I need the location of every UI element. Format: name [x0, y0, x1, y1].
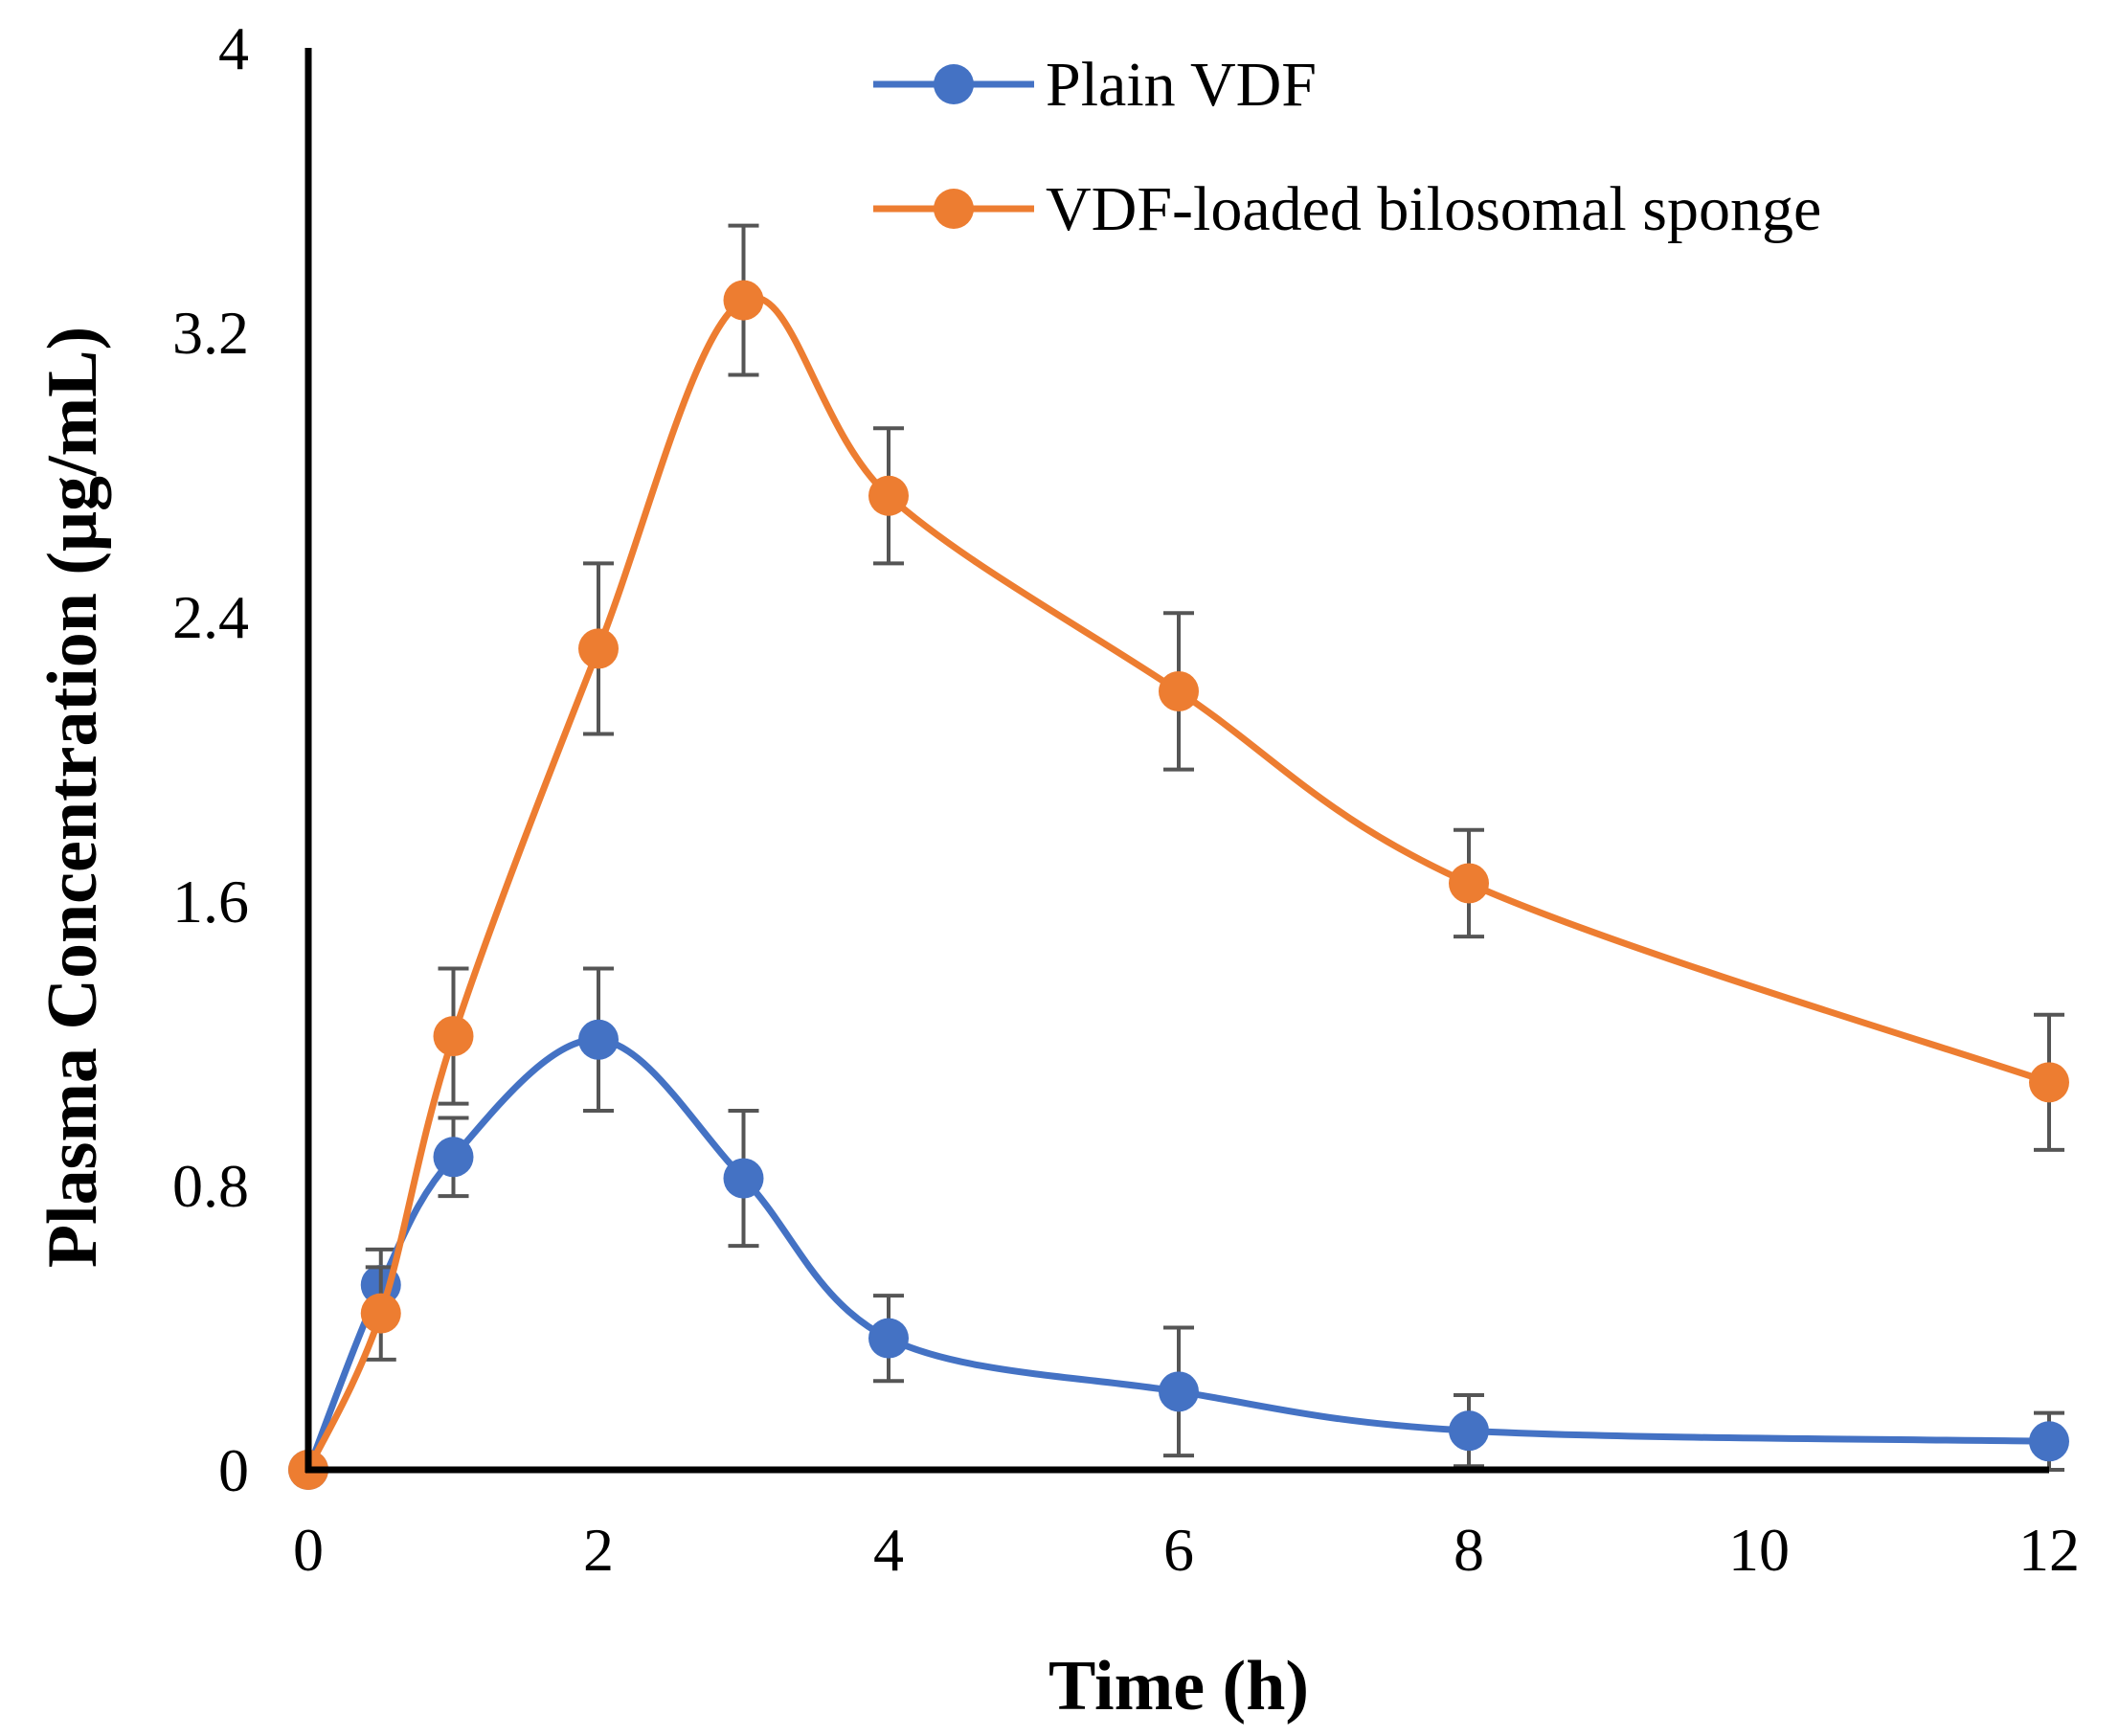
data-point [1159, 1371, 1199, 1412]
data-point [578, 628, 619, 669]
data-point [578, 1019, 619, 1060]
legend-label: Plain VDF [1046, 50, 1317, 120]
data-point [723, 1158, 764, 1199]
data-point [868, 1318, 909, 1359]
data-point [433, 1137, 474, 1178]
data-point [868, 475, 909, 516]
data-point [433, 1016, 474, 1057]
series-2 [288, 223, 2069, 1490]
x-tick-label: 2 [583, 1516, 614, 1584]
x-axis-title: Time (h) [1048, 1647, 1309, 1725]
y-tick-label: 3.2 [172, 299, 249, 367]
x-tick-label: 8 [1454, 1516, 1484, 1584]
data-point [2029, 1421, 2069, 1462]
x-tick-label: 12 [2018, 1516, 2080, 1584]
data-point [1159, 670, 1199, 711]
data-point [723, 280, 764, 321]
data-point [360, 1293, 401, 1334]
y-tick-label: 0 [218, 1436, 249, 1504]
legend-label: VDF-loaded bilosomal sponge [1046, 174, 1821, 244]
x-tick-label: 6 [1163, 1516, 1194, 1584]
legend-item: Plain VDF [873, 50, 1317, 120]
y-tick-label: 0.8 [172, 1152, 249, 1220]
x-tick-label: 4 [873, 1516, 904, 1584]
data-point [1449, 1410, 1489, 1452]
x-tick-label: 0 [293, 1516, 324, 1584]
x-tick-label: 10 [1728, 1516, 1790, 1584]
legend-marker [934, 64, 974, 104]
data-point [2029, 1062, 2069, 1103]
y-tick-label: 4 [218, 14, 249, 82]
y-axis-title: Plasma Concentration (μg/mL) [34, 327, 112, 1268]
data-point [1449, 863, 1489, 904]
y-tick-label: 2.4 [172, 583, 249, 651]
series-1 [288, 966, 2069, 1490]
tick-labels: 0 2 4 6 8 10 12 0 0.8 1.6 2.4 3.2 4 [172, 14, 2080, 1584]
legend-marker [934, 189, 974, 229]
legend: Plain VDF VDF-loaded bilosomal sponge [873, 50, 1821, 244]
legend-item: VDF-loaded bilosomal sponge [873, 174, 1821, 244]
series-line [304, 294, 2053, 1474]
y-tick-label: 1.6 [172, 868, 249, 936]
axes [304, 48, 2049, 1474]
plot-marks [288, 223, 2069, 1490]
